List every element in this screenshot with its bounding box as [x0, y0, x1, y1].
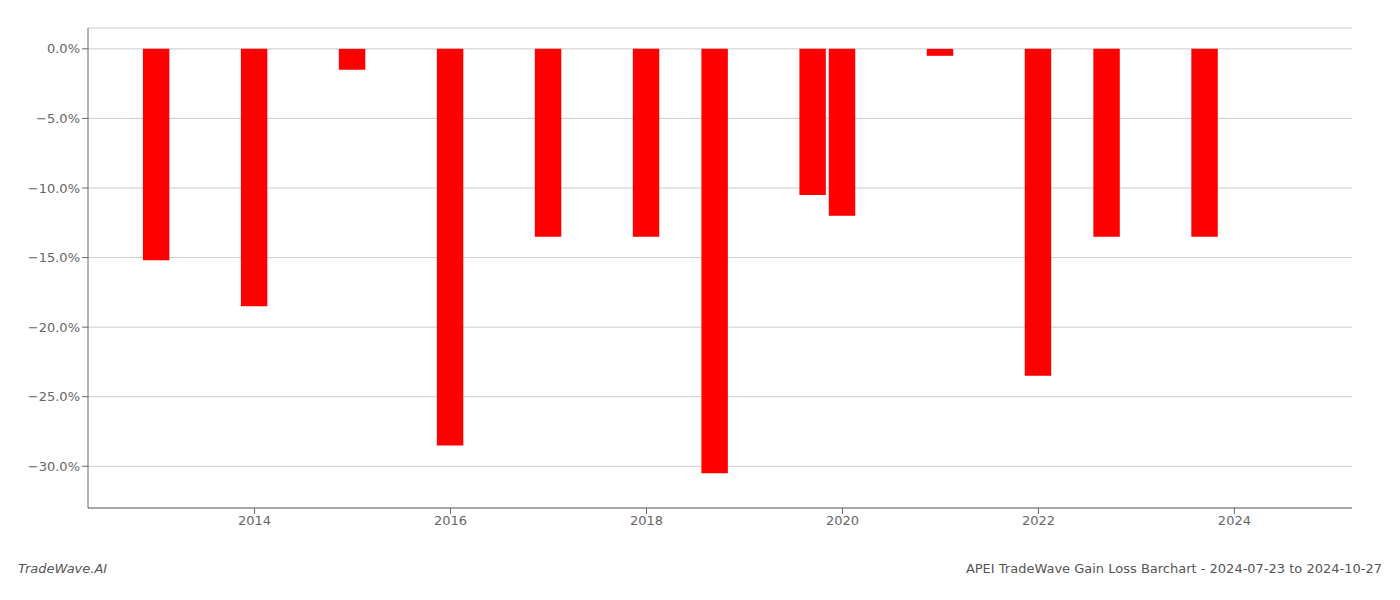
svg-text:2014: 2014 — [238, 513, 271, 528]
svg-text:0.0%: 0.0% — [47, 41, 80, 56]
html-text:APEI TradeWave Gain Loss Barch: APEI TradeWave Gain Loss Barchart - 2024… — [965, 560, 1382, 576]
svg-text:2018: 2018 — [630, 513, 663, 528]
svg-text:−30.0%: −30.0% — [28, 459, 80, 474]
svg-text:2020: 2020 — [826, 513, 859, 528]
svg-text:2024: 2024 — [1218, 513, 1251, 528]
html-text:TradeWave.AI: TradeWave.AI — [18, 560, 108, 576]
svg-text:−20.0%: −20.0% — [28, 320, 80, 335]
svg-text:2022: 2022 — [1022, 513, 1055, 528]
svg-text:−10.0%: −10.0% — [28, 181, 80, 196]
svg-text:−15.0%: −15.0% — [28, 250, 80, 265]
svg-text:−25.0%: −25.0% — [28, 389, 80, 404]
svg-text:2016: 2016 — [434, 513, 467, 528]
svg-text:−5.0%: −5.0% — [36, 111, 80, 126]
